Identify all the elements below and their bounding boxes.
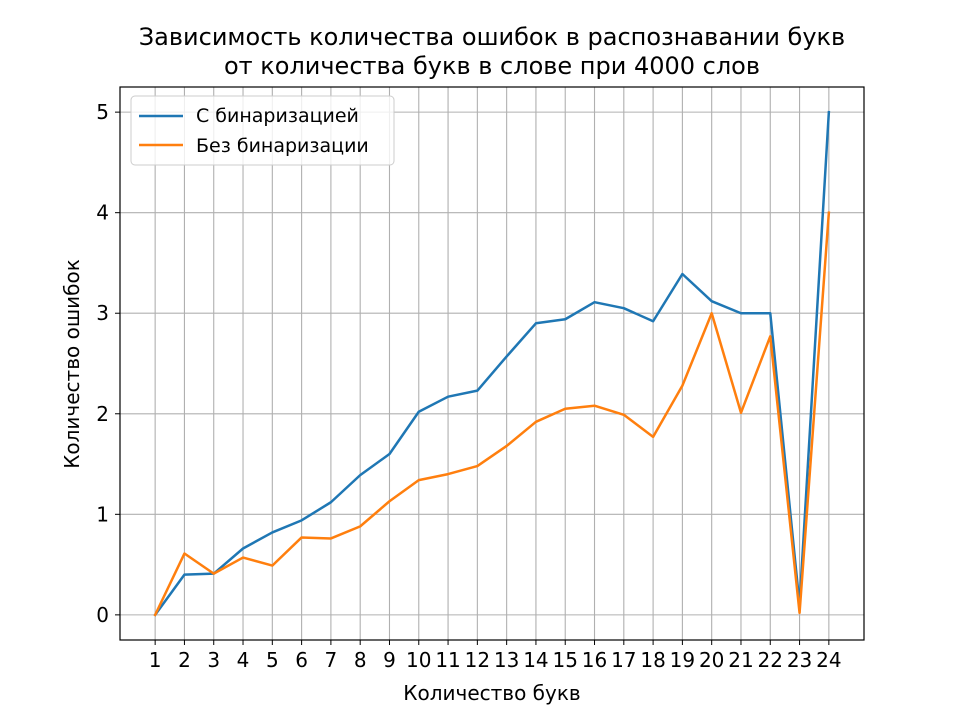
x-tick-label: 18 [640,648,665,672]
y-tick-label: 2 [96,402,109,426]
series-line-0 [153,110,831,617]
series-lines [153,110,831,617]
plot-area-frame [119,86,865,641]
x-tick-label: 2 [178,648,191,672]
chart-title-line-2: от количества букв в слове при 4000 слов [224,52,760,80]
x-tick-label: 21 [728,648,753,672]
x-tick-label: 11 [435,648,460,672]
x-tick-label: 17 [611,648,636,672]
series-line-1 [153,211,831,617]
y-tick-label: 3 [96,301,109,325]
x-tick-label: 6 [295,648,308,672]
x-axis-label: Количество букв [403,681,580,705]
y-tick-label: 0 [96,603,109,627]
x-tick-label: 24 [816,648,841,672]
x-tick-label: 19 [670,648,695,672]
x-tick-label: 14 [523,648,548,672]
y-axis-label: Количество ошибок [60,259,84,469]
x-tick-label: 12 [465,648,490,672]
grid [120,87,864,640]
x-tick-label: 7 [325,648,338,672]
x-tick-label: 3 [207,648,220,672]
x-tick-label: 4 [237,648,250,672]
x-tick-label: 22 [758,648,783,672]
x-tick-label: 15 [553,648,578,672]
legend-box [130,95,395,166]
x-tick-label: 13 [494,648,519,672]
x-tick-label: 23 [787,648,812,672]
x-tick-label: 5 [266,648,279,672]
x-tick-label: 9 [383,648,396,672]
x-tick-label: 8 [354,648,367,672]
chart-title-line-1: Зависимость количества ошибок в распозна… [139,23,845,51]
legend-label-with-binarization: С бинаризацией [196,105,359,127]
x-tick-label: 1 [149,648,162,672]
y-tick-label: 4 [96,201,109,225]
y-tick-label: 5 [96,100,109,124]
axis-ticks: 1 2 3 4 5 6 7 8 9 10 11 12 13 14 15 16 17 18 19 20 21 22 23 240… [96,100,841,672]
legend-label-without-binarization: Без бинаризации [196,135,369,157]
x-tick-label: 20 [699,648,724,672]
legend: С бинаризацией Без бинаризации [130,95,395,166]
x-tick-label: 16 [582,648,607,672]
x-tick-label: 10 [406,648,431,672]
y-tick-label: 1 [96,502,109,526]
